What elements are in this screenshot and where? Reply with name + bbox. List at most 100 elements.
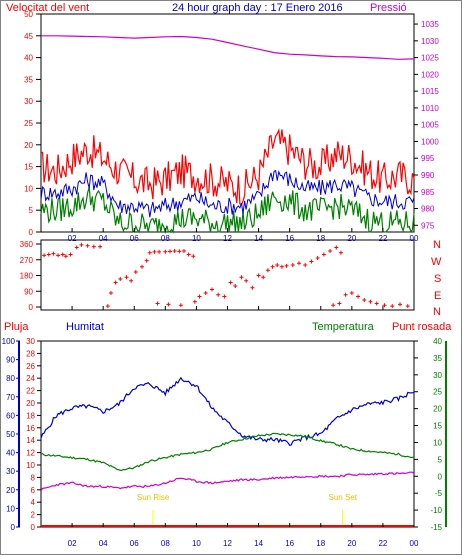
wind-direction-point [155,301,160,306]
dewpoint-label: Punt rosada [392,321,452,333]
humidity-y-tick-label: 90 [6,356,15,365]
temperature-y-tick-label: -5 [435,489,443,498]
wind-direction-point [98,244,103,249]
x-tick-label: 06 [130,539,139,548]
wind-direction-point [228,280,233,285]
wind-direction-point [328,249,333,253]
wind-y-tick-label: 5 [29,206,34,215]
pressure-y-tick-label: 990 [421,171,435,180]
wind-direction-point [105,304,110,309]
rain-y-tick-label: 0 [31,523,36,532]
x-tick-label: 02 [68,234,77,243]
wind-direction-point [338,250,343,255]
x-tick-label: 16 [285,234,294,243]
wind-direction-point [60,252,65,257]
wind-speed-label: Velocitat del vent [6,2,89,14]
wind-direction-point [85,243,90,248]
rain-y-tick-label: 4 [31,498,36,507]
wind-direction-point [51,251,56,256]
wind-direction-point [239,275,244,280]
x-tick-label: 12 [223,234,232,243]
wind-direction-point [144,258,149,263]
x-tick-label: 04 [99,234,108,243]
rain-y-tick-label: 6 [31,486,36,495]
wind-direction-point [337,301,342,306]
wind-direction-point [362,298,367,302]
x-tick-label: 18 [316,234,325,243]
wind-direction-point [349,291,354,295]
rain-y-tick-label: 18 [26,411,35,420]
pressure-series [41,35,415,60]
wind-direction-point [113,280,118,285]
wind-direction-point [118,277,123,281]
x-tick-label: 02 [68,539,77,548]
rain-y-tick-label: 20 [26,399,35,408]
x-tick-label: 12 [223,539,232,548]
humidity-series [40,376,415,446]
humidity-y-tick-label: 100 [2,337,16,346]
wind-direction-point [186,252,191,257]
temperature-label: Temperatura [312,321,375,333]
wind-direction-point [191,254,196,259]
humidity-label: Humitat [66,321,104,333]
wind-direction-point [405,304,410,309]
temperature-y-tick-label: 25 [433,388,442,397]
pressure-y-tick-label: 1015 [421,87,439,96]
wind-y-tick-label: 0 [29,228,34,237]
temperature-y-tick-label: -15 [430,523,442,532]
pressure-y-tick-label: 1030 [421,37,439,46]
pressure-y-tick-label: 1010 [421,104,439,113]
wind-direction-point [172,249,177,253]
humidity-y-tick-label: 0 [11,523,16,532]
axis-tick-layer: 0510152025303540455097598098599099510001… [2,10,447,548]
wind-y-tick-label: 20 [24,141,33,150]
wind-direction-point [270,264,275,269]
wind-direction-point [68,252,73,257]
wind-y-tick-label: 35 [24,75,33,84]
rain-y-tick-label: 14 [26,436,35,445]
pressure-y-tick-label: 1000 [421,137,439,146]
temperature-y-tick-label: 35 [433,354,442,363]
wind-direction-point [256,273,261,278]
wind-direction-point [374,301,379,306]
wind-direction-point [209,287,214,292]
wind-direction-point [46,252,51,257]
x-tick-label: 00 [410,234,419,243]
direction-panel [40,239,415,311]
x-tick-label: 10 [192,539,201,548]
pressure-label: Pressió [370,2,407,14]
wind-direction-point [178,303,183,308]
wind-y-tick-label: 50 [24,10,33,19]
wind-direction-point [203,291,208,295]
wind-direction-point [74,245,79,250]
wind-series-layer [40,35,415,235]
rain-label: Pluja [4,321,29,333]
wind-direction-point [177,249,182,254]
x-tick-label: 00 [410,539,419,548]
wind-direction-point [261,275,266,280]
sun-rise-label: Sun Rise [137,493,170,502]
wind-direction-point [79,242,84,247]
wind-direction-point [343,292,348,297]
pressure-y-tick-label: 980 [421,205,435,214]
wind-direction-point [42,253,47,258]
wind-direction-point [124,275,129,280]
x-tick-label: 22 [378,234,387,243]
wind-y-tick-label: 15 [24,163,33,172]
pressure-y-tick-label: 985 [421,188,435,197]
wind-average-series [40,170,415,218]
wind-direction-point [91,244,96,249]
temperature-y-tick-label: -10 [430,506,442,515]
humidity-y-tick-label: 70 [6,393,15,402]
wind-y-tick-label: 10 [24,184,33,193]
chart-title: 24 hour graph day : 17 Enero 2016 [172,2,343,14]
x-tick-label: 22 [378,539,387,548]
wind-direction-point [265,268,270,273]
wind-direction-point [334,245,339,250]
wind-direction-point [216,292,221,297]
humidity-y-tick-label: 10 [6,504,15,513]
wind-direction-point [192,299,197,304]
wind-direction-point [108,291,113,295]
temperature-panel [40,340,415,528]
